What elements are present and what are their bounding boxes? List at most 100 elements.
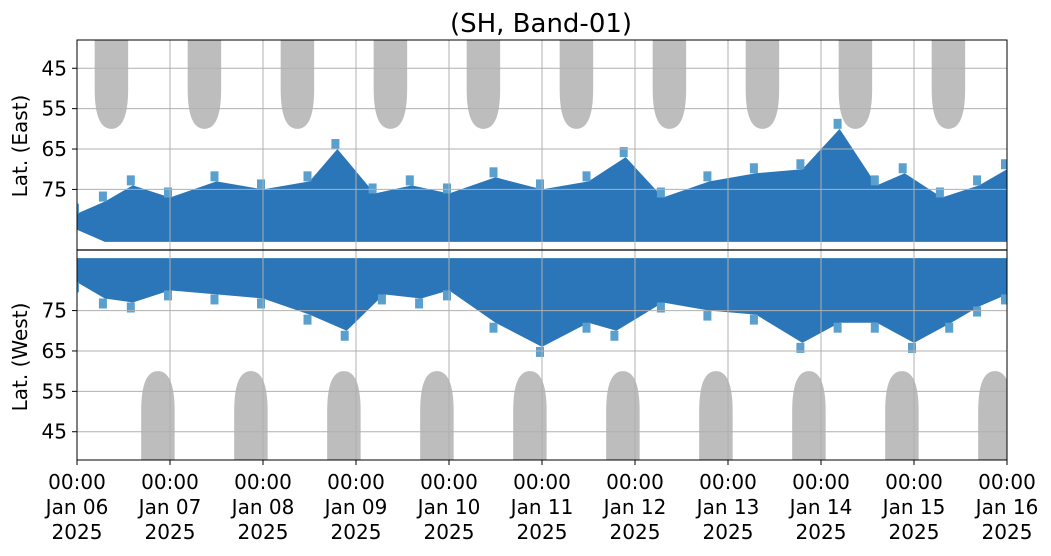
activity-fringe-upper bbox=[257, 179, 265, 190]
y-tick-label: 75 bbox=[42, 299, 67, 323]
y-tick-label: 45 bbox=[42, 56, 67, 80]
sunlit-region-lower bbox=[699, 371, 733, 460]
sunlit-region-upper bbox=[187, 40, 222, 129]
x-tick-label: Jan 07 bbox=[137, 495, 202, 519]
y-tick-label: 55 bbox=[42, 379, 67, 403]
x-tick-label: 00:00 bbox=[141, 470, 199, 494]
activity-fringe-lower bbox=[1001, 294, 1007, 305]
plot-area bbox=[76, 39, 1008, 461]
x-tick-label: Jan 06 bbox=[44, 495, 109, 519]
activity-fringe-upper bbox=[1001, 159, 1007, 170]
x-tick-label: 00:00 bbox=[885, 470, 943, 494]
x-tick-label: 00:00 bbox=[48, 470, 106, 494]
y-tick-label: 65 bbox=[42, 137, 67, 161]
activity-fringe-upper bbox=[656, 187, 665, 198]
activity-fringe-lower bbox=[749, 314, 758, 325]
activity-fringe-upper bbox=[443, 183, 451, 194]
x-tick-label: 00:00 bbox=[327, 470, 385, 494]
activity-fringe-lower bbox=[415, 298, 424, 309]
sunlit-region-upper bbox=[745, 40, 780, 129]
y-tick-label: 45 bbox=[42, 420, 67, 444]
activity-fringe-upper bbox=[870, 175, 879, 186]
activity-fringe-upper bbox=[796, 159, 805, 170]
activity-fringe-lower bbox=[536, 346, 544, 357]
x-tick-label: 2025 bbox=[889, 520, 940, 544]
activity-fringe-upper bbox=[331, 139, 340, 150]
activity-fringe-lower bbox=[303, 314, 312, 325]
x-tick-label: Jan 12 bbox=[602, 495, 667, 519]
activity-fringe-upper bbox=[77, 203, 79, 214]
x-tick-label: 00:00 bbox=[420, 470, 478, 494]
x-tick-label: 2025 bbox=[796, 520, 847, 544]
activity-fringe-lower bbox=[703, 310, 712, 321]
y-tick-label: 55 bbox=[42, 97, 67, 121]
activity-fringe-lower bbox=[656, 302, 665, 313]
activity-fringe-upper bbox=[749, 163, 758, 174]
x-tick-label: 2025 bbox=[238, 520, 289, 544]
activity-fringe-upper bbox=[303, 171, 312, 182]
x-tick-label: 2025 bbox=[52, 520, 103, 544]
x-tick-label: Jan 11 bbox=[509, 495, 574, 519]
x-tick-label: Jan 15 bbox=[881, 495, 946, 519]
x-tick-label: Jan 10 bbox=[416, 495, 481, 519]
chart-title: (SH, Band-01) bbox=[450, 9, 632, 39]
x-tick-label: 00:00 bbox=[978, 470, 1036, 494]
activity-fringe-lower bbox=[210, 294, 219, 305]
activity-fringe-upper bbox=[833, 118, 842, 129]
x-tick-label: 00:00 bbox=[606, 470, 664, 494]
sunlit-region-upper bbox=[652, 40, 687, 129]
activity-fringe-lower bbox=[870, 322, 879, 333]
activity-fringe-upper bbox=[536, 179, 544, 190]
x-tick-label: Jan 08 bbox=[230, 495, 295, 519]
sunlit-region-upper bbox=[838, 40, 873, 129]
x-tick-label: 2025 bbox=[982, 520, 1033, 544]
activity-fringe-lower bbox=[610, 330, 619, 341]
x-tick-label: Jan 13 bbox=[695, 495, 760, 519]
activity-fringe-upper bbox=[973, 175, 982, 186]
x-tick-label: 2025 bbox=[517, 520, 568, 544]
activity-fringe-upper bbox=[489, 167, 498, 178]
sunlit-region-upper bbox=[559, 40, 594, 129]
x-tick-label: 2025 bbox=[703, 520, 754, 544]
activity-fringe-lower bbox=[796, 342, 805, 353]
x-tick-label: Jan 14 bbox=[788, 495, 853, 519]
activity-fringe-lower bbox=[77, 282, 79, 293]
activity-fringe-lower bbox=[489, 322, 498, 333]
x-tick-label: 00:00 bbox=[513, 470, 571, 494]
y-axis-label-west: Lat. (West) bbox=[8, 303, 32, 412]
activity-fringe-upper bbox=[368, 183, 377, 194]
activity-fringe-lower bbox=[164, 290, 172, 301]
y-tick-label: 75 bbox=[42, 177, 67, 201]
sunlit-region-lower bbox=[234, 371, 268, 460]
activity-fringe-upper bbox=[619, 147, 628, 158]
activity-fringe-lower bbox=[945, 322, 954, 333]
sunlit-region-lower bbox=[420, 371, 454, 460]
sunlit-region-lower bbox=[513, 371, 547, 460]
sunlit-region-lower bbox=[606, 371, 640, 460]
sunlit-region-lower bbox=[327, 371, 361, 460]
activity-fringe-upper bbox=[164, 187, 172, 198]
activity-fringe-lower bbox=[257, 298, 265, 309]
activity-fringe-lower bbox=[833, 322, 842, 333]
activity-fringe-upper bbox=[405, 175, 414, 186]
sunlit-region-lower bbox=[978, 371, 1007, 460]
activity-fringe-lower bbox=[126, 302, 135, 313]
activity-fringe-lower bbox=[443, 290, 451, 301]
sunlit-region-upper bbox=[373, 40, 408, 129]
activity-fringe-upper bbox=[210, 171, 219, 182]
activity-fringe-lower bbox=[377, 294, 386, 305]
activity-fringe-upper bbox=[582, 171, 591, 182]
x-tick-label: Jan 09 bbox=[323, 495, 388, 519]
activity-fringe-lower bbox=[973, 306, 982, 317]
x-tick-label: 00:00 bbox=[234, 470, 292, 494]
sunlit-region-upper bbox=[280, 40, 315, 129]
activity-fringe-upper bbox=[126, 175, 135, 186]
sunlit-region-upper bbox=[466, 40, 501, 129]
y-axis-label-east: Lat. (East) bbox=[8, 95, 32, 198]
sunlit-region-lower bbox=[885, 371, 919, 460]
activity-fringe-upper bbox=[935, 187, 944, 198]
x-tick-label: 2025 bbox=[610, 520, 661, 544]
activity-fringe-lower bbox=[98, 298, 107, 309]
